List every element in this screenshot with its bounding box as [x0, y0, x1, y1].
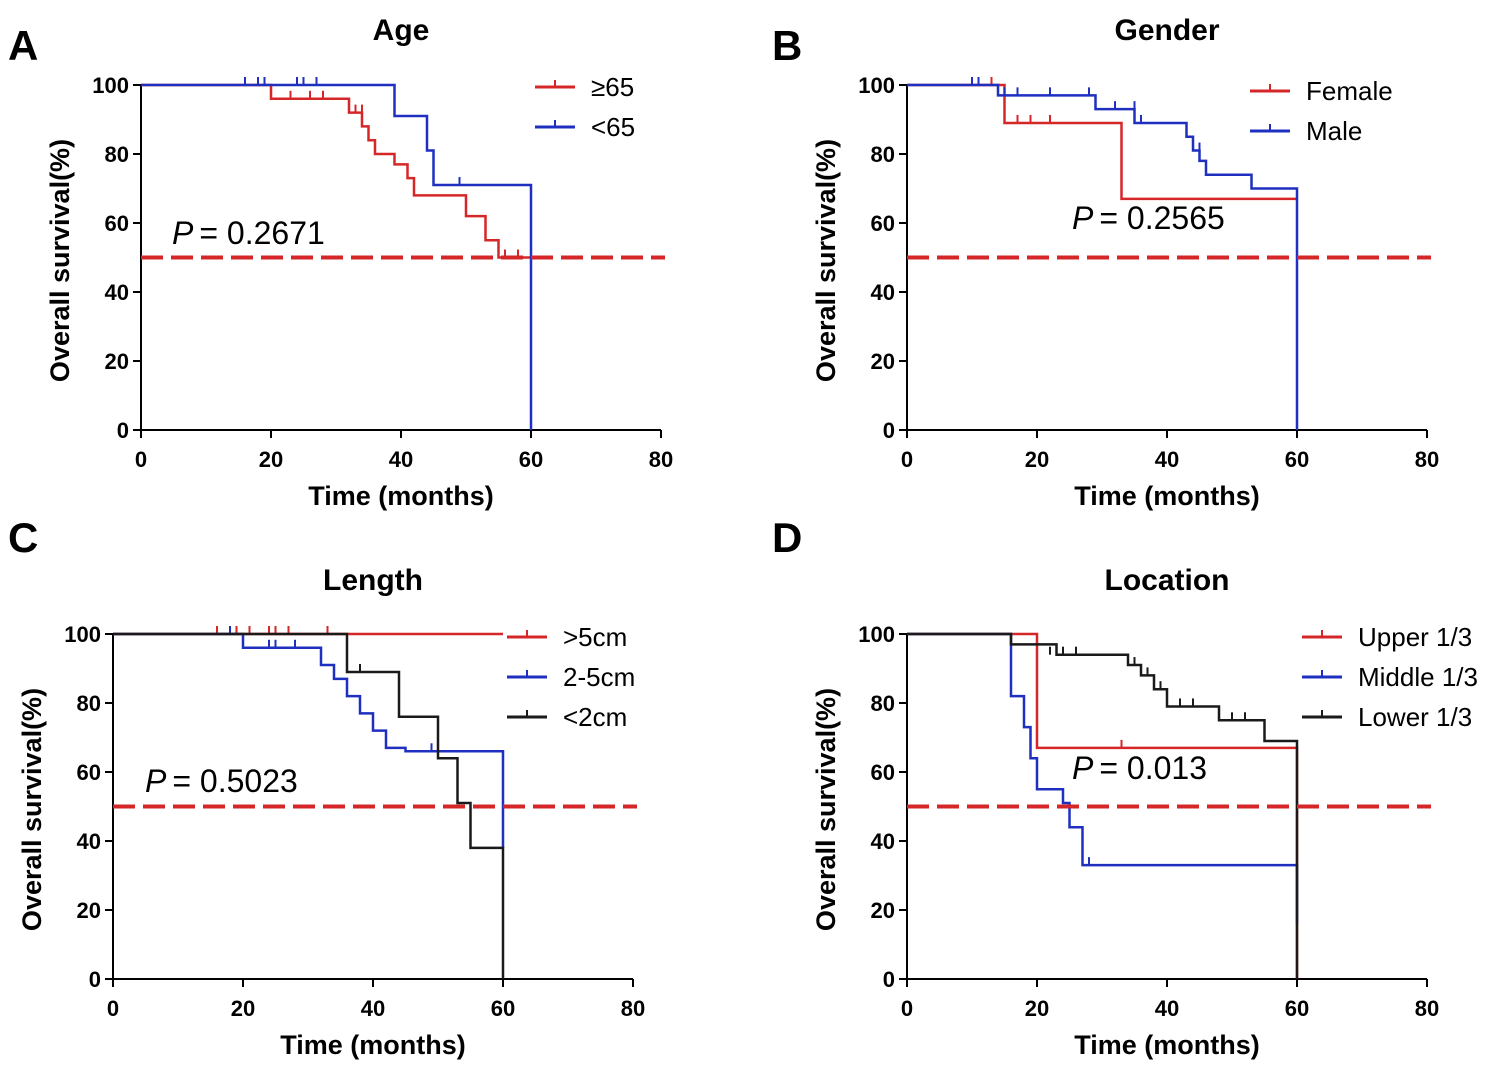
y-tick-label: 60: [871, 211, 895, 236]
legend-label: <65: [591, 112, 635, 142]
p-value-symbol: P: [1072, 200, 1094, 236]
x-tick-label: 40: [389, 447, 413, 472]
panel-b: B Gender 0 20 40 60 80 0 20 40 60 80 100 Time (months…: [772, 14, 1439, 511]
y-tick-label: 0: [117, 418, 129, 443]
legend-label: Middle 1/3: [1358, 662, 1478, 692]
survival-curve-1: [907, 83, 1297, 201]
y-tick-label: 100: [64, 622, 101, 647]
panel-c: C Length 0 20 40 60 80 0 20 40 60 80 100 Time (months…: [8, 514, 645, 1060]
y-axis-title: Overall survival(%): [811, 688, 841, 931]
p-value-number: = 0.013: [1099, 750, 1207, 786]
chart-title: Age: [373, 14, 430, 47]
y-axis-title: Overall survival(%): [811, 139, 841, 382]
panel-letter: A: [8, 22, 38, 69]
y-tick-label: 40: [105, 280, 129, 305]
y-tick-label: 100: [92, 73, 129, 98]
panel-letter: B: [772, 22, 802, 69]
survival-curve-2: [907, 83, 1299, 430]
x-tick-label: 40: [1155, 996, 1179, 1021]
y-tick-label: 80: [871, 691, 895, 716]
x-tick-label: 20: [231, 996, 255, 1021]
p-value-text: P = 0.2671: [172, 215, 325, 251]
y-tick-label: 20: [77, 898, 101, 923]
y-tick-label: 0: [883, 418, 895, 443]
survival-curve-2: [141, 83, 533, 430]
x-tick-label: 80: [1415, 996, 1439, 1021]
x-tick-label: 60: [1285, 996, 1309, 1021]
legend-label: Upper 1/3: [1358, 622, 1472, 652]
legend-label: >5cm: [563, 622, 627, 652]
x-tick-label: 0: [107, 996, 119, 1021]
panel-letter: D: [772, 514, 802, 561]
x-tick-label: 20: [1025, 996, 1049, 1021]
legend-label: <2cm: [563, 702, 627, 732]
survival-curve-3: [907, 632, 1299, 979]
p-value-text: P = 0.5023: [145, 763, 298, 799]
x-tick-label: 80: [621, 996, 645, 1021]
legend-label: Male: [1306, 116, 1362, 146]
x-tick-label: 60: [1285, 447, 1309, 472]
p-value-number: = 0.2565: [1099, 200, 1224, 236]
p-value-number: = 0.2671: [199, 215, 324, 251]
x-axis-title: Time (months): [1074, 481, 1260, 511]
y-tick-label: 40: [77, 829, 101, 854]
p-value-symbol: P: [1072, 750, 1094, 786]
x-tick-label: 60: [519, 447, 543, 472]
y-tick-label: 40: [871, 829, 895, 854]
panel-d: D Location 0 20 40 60 80 0 20 40 60 80 100 Time (mont…: [772, 514, 1478, 1060]
p-value-number: = 0.5023: [172, 763, 297, 799]
y-tick-label: 20: [871, 349, 895, 374]
y-axis-title: Overall survival(%): [45, 139, 75, 382]
panel-letter: C: [8, 514, 38, 561]
y-tick-label: 80: [871, 142, 895, 167]
y-tick-label: 60: [77, 760, 101, 785]
panel-a: A Age 0 20 40 60 80 0 20 40 60 80 100 Time (months) Ov…: [8, 14, 673, 511]
legend-label: Lower 1/3: [1358, 702, 1472, 732]
x-tick-label: 40: [361, 996, 385, 1021]
p-value-symbol: P: [145, 763, 167, 799]
legend-label: ≥65: [591, 72, 634, 102]
p-value-text: P = 0.2565: [1072, 200, 1225, 236]
chart-title: Gender: [1114, 14, 1219, 47]
y-axis-title: Overall survival(%): [17, 688, 47, 931]
p-value-text: P = 0.013: [1072, 750, 1207, 786]
y-tick-label: 60: [105, 211, 129, 236]
x-tick-label: 80: [649, 447, 673, 472]
chart-title: Location: [1105, 564, 1230, 597]
survival-curve-3: [113, 632, 505, 979]
x-tick-label: 0: [135, 447, 147, 472]
x-tick-label: 0: [901, 996, 913, 1021]
p-value-symbol: P: [172, 215, 194, 251]
y-tick-label: 20: [871, 898, 895, 923]
x-tick-label: 60: [491, 996, 515, 1021]
y-tick-label: 40: [871, 280, 895, 305]
survival-curve-2: [113, 632, 505, 848]
y-tick-label: 0: [883, 967, 895, 992]
y-tick-label: 0: [89, 967, 101, 992]
y-tick-label: 100: [858, 73, 895, 98]
chart-title: Length: [323, 564, 423, 597]
y-tick-label: 80: [77, 691, 101, 716]
x-tick-label: 80: [1415, 447, 1439, 472]
y-tick-label: 80: [105, 142, 129, 167]
x-tick-label: 0: [901, 447, 913, 472]
survival-curve-2: [907, 632, 1299, 924]
y-tick-label: 20: [105, 349, 129, 374]
x-axis-title: Time (months): [1074, 1030, 1260, 1060]
y-tick-label: 60: [871, 760, 895, 785]
legend-label: 2-5cm: [563, 662, 635, 692]
x-tick-label: 40: [1155, 447, 1179, 472]
x-axis-title: Time (months): [308, 481, 494, 511]
x-tick-label: 20: [259, 447, 283, 472]
x-tick-label: 20: [1025, 447, 1049, 472]
x-axis-title: Time (months): [280, 1030, 466, 1060]
legend-label: Female: [1306, 76, 1393, 106]
y-tick-label: 100: [858, 622, 895, 647]
